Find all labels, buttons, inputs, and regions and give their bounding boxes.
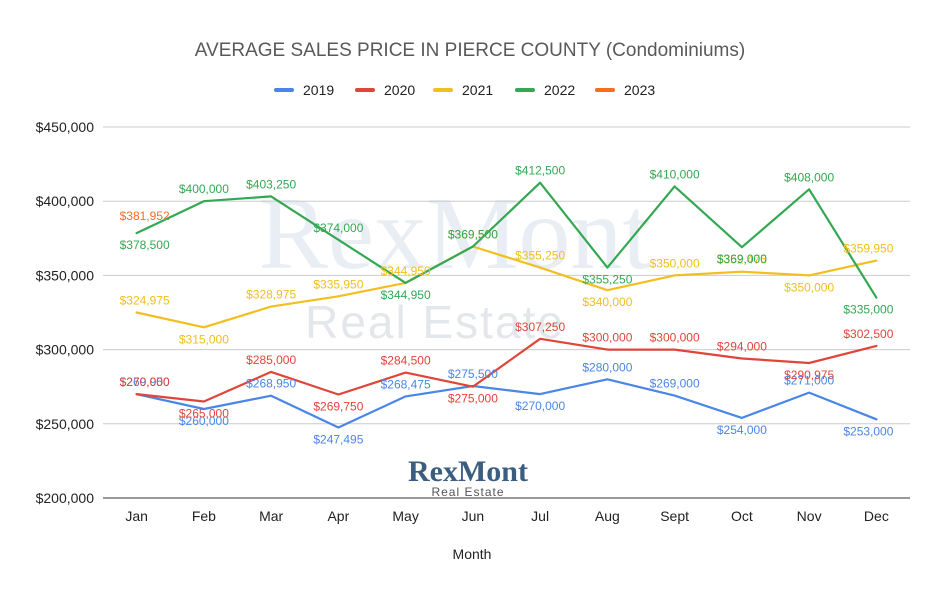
x-tick-label: Oct bbox=[731, 508, 753, 524]
gridlines bbox=[103, 126, 910, 499]
data-label: $302,500 bbox=[843, 327, 893, 341]
data-label: $254,000 bbox=[717, 423, 767, 437]
data-label: $269,950 bbox=[120, 375, 170, 389]
x-tick-label: Dec bbox=[864, 508, 889, 524]
data-label: $290,975 bbox=[784, 368, 834, 382]
x-tick-label: Nov bbox=[797, 508, 822, 524]
x-tick-label: Apr bbox=[327, 508, 349, 524]
data-label: $284,500 bbox=[381, 354, 431, 368]
data-labels: $269,950 $260,000 $268,950 $247,495 $268,475… bbox=[120, 164, 894, 447]
data-label: $285,000 bbox=[246, 353, 296, 367]
data-label: $369,000 bbox=[717, 252, 767, 266]
watermark-subtitle: Real Estate bbox=[305, 296, 565, 348]
data-label: $269,750 bbox=[313, 399, 363, 413]
data-label: $260,000 bbox=[179, 414, 229, 428]
watermark-title: RexMont bbox=[259, 176, 652, 291]
y-tick-label: $400,000 bbox=[36, 193, 95, 209]
data-label: $300,000 bbox=[650, 331, 700, 345]
data-label: $265,000 bbox=[179, 407, 229, 421]
data-label: $369,500 bbox=[448, 227, 498, 241]
data-label: $269,000 bbox=[650, 377, 700, 391]
data-label: $335,950 bbox=[313, 277, 363, 291]
data-label: $352,475 bbox=[717, 253, 767, 267]
data-label: $378,500 bbox=[120, 238, 170, 252]
legend-label-2021: 2021 bbox=[462, 82, 493, 98]
data-label: $381,952 bbox=[120, 209, 170, 223]
y-tick-label: $350,000 bbox=[36, 267, 95, 283]
y-tick-label: $300,000 bbox=[36, 342, 95, 358]
data-label: $315,000 bbox=[179, 332, 229, 346]
x-tick-label: Jan bbox=[125, 508, 148, 524]
y-tick-label: $450,000 bbox=[36, 119, 95, 135]
data-label: $410,000 bbox=[650, 167, 700, 181]
x-tick-label: Sept bbox=[660, 508, 689, 524]
x-tick-label: Jun bbox=[462, 508, 485, 524]
legend-label-2019: 2019 bbox=[303, 82, 334, 98]
chart-title: AVERAGE SALES PRICE IN PIERCE COUNTY (Co… bbox=[195, 40, 745, 61]
data-label: $340,000 bbox=[582, 295, 632, 309]
data-label: $408,000 bbox=[784, 170, 834, 184]
data-label: $275,500 bbox=[448, 367, 498, 381]
series-line-2020 bbox=[135, 337, 878, 403]
data-label: $369,500 bbox=[448, 227, 498, 241]
data-label: $247,495 bbox=[313, 433, 363, 447]
data-label: $270,000 bbox=[515, 399, 565, 413]
data-label: $268,475 bbox=[381, 377, 431, 391]
x-axis-label: Month bbox=[453, 546, 492, 562]
x-tick-label: Feb bbox=[192, 508, 216, 524]
y-tick-label: $250,000 bbox=[36, 416, 95, 432]
data-label: $344,950 bbox=[381, 264, 431, 278]
logo: RexMont Real Estate bbox=[408, 455, 528, 499]
x-axis-ticks: Jan Feb Mar Apr May Jun Jul Aug Sept Oct Nov Dec bbox=[125, 508, 888, 524]
legend-label-2020: 2020 bbox=[384, 82, 415, 98]
series-line-2019 bbox=[135, 378, 878, 429]
data-label: $280,000 bbox=[582, 360, 632, 374]
data-label: $355,250 bbox=[582, 273, 632, 287]
data-label: $350,000 bbox=[784, 280, 834, 294]
data-label: $307,250 bbox=[515, 320, 565, 334]
data-label: $328,975 bbox=[246, 288, 296, 302]
data-label: $359,950 bbox=[843, 242, 893, 256]
data-label: $271,000 bbox=[784, 374, 834, 388]
data-label: $268,950 bbox=[246, 377, 296, 391]
y-axis-ticks: $200,000 $250,000 $300,000 $350,000 $400,000… bbox=[36, 119, 95, 506]
x-tick-label: Jul bbox=[531, 508, 549, 524]
data-label: $355,250 bbox=[515, 249, 565, 263]
legend: 2019 2020 2021 2022 2023 bbox=[274, 82, 655, 98]
data-label: $400,000 bbox=[179, 182, 229, 196]
series-lines bbox=[135, 181, 878, 429]
data-label: $335,000 bbox=[843, 303, 893, 317]
series-line-2021 bbox=[135, 245, 878, 329]
x-tick-label: Mar bbox=[259, 508, 283, 524]
logo-title: RexMont bbox=[408, 455, 528, 488]
data-label: $344,950 bbox=[381, 288, 431, 302]
data-label: $412,500 bbox=[515, 164, 565, 178]
data-label: $300,000 bbox=[582, 331, 632, 345]
data-label: $324,975 bbox=[120, 294, 170, 308]
data-label: $294,000 bbox=[717, 340, 767, 354]
logo-subtitle: Real Estate bbox=[431, 485, 504, 499]
y-tick-label: $200,000 bbox=[36, 490, 95, 506]
x-tick-label: May bbox=[392, 508, 418, 524]
data-label: $270,000 bbox=[120, 375, 170, 389]
watermark: RexMont Real Estate bbox=[259, 176, 652, 348]
data-label: $374,000 bbox=[313, 221, 363, 235]
data-label: $403,250 bbox=[246, 177, 296, 191]
legend-label-2023: 2023 bbox=[624, 82, 655, 98]
x-tick-label: Aug bbox=[595, 508, 620, 524]
data-label: $253,000 bbox=[843, 424, 893, 438]
data-label: $350,000 bbox=[650, 256, 700, 270]
data-label: $275,000 bbox=[448, 392, 498, 406]
series-line-2022 bbox=[135, 181, 878, 299]
legend-label-2022: 2022 bbox=[544, 82, 575, 98]
